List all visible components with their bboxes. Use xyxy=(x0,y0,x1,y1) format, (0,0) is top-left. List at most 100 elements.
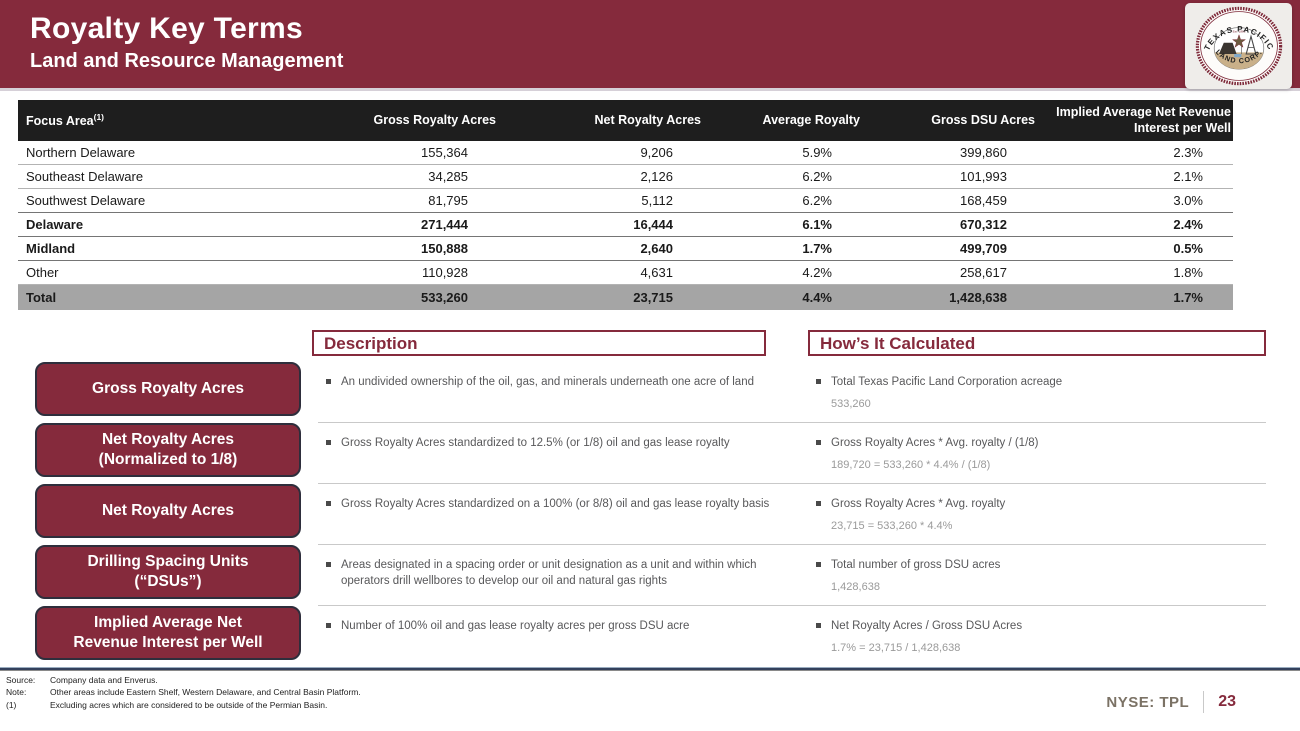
col-header-focus-area: Focus Area(1) xyxy=(18,100,318,141)
cell: 16,444 xyxy=(498,212,703,237)
cell: 2.3% xyxy=(1037,140,1233,165)
term-description: Areas designated in a spacing order or u… xyxy=(341,558,757,587)
term-calculation-value: 189,720 = 533,260 * 4.4% / (1/8) xyxy=(831,458,991,471)
term-calculation-value: 533,260 xyxy=(831,397,871,410)
page-subtitle: Land and Resource Management xyxy=(30,50,344,72)
bullet-icon xyxy=(816,439,821,445)
cell: 81,795 xyxy=(318,188,498,213)
table-header-row: Focus Area(1) Gross Royalty Acres Net Ro… xyxy=(18,100,1233,141)
bullet-icon xyxy=(816,561,821,567)
cell: 4.2% xyxy=(703,260,862,285)
cell: 4,631 xyxy=(498,260,703,285)
bullet-icon xyxy=(326,500,331,506)
cell: 110,928 xyxy=(318,260,498,285)
table-row: Southeast Delaware 34,285 2,126 6.2% 101… xyxy=(18,164,1233,189)
footnotes: Source: Company data and Enverus. Note: … xyxy=(0,671,1300,712)
cell: 168,459 xyxy=(862,188,1037,213)
cell: 399,860 xyxy=(862,140,1037,165)
header-band: Royalty Key Terms Land and Resource Mana… xyxy=(0,0,1300,89)
cell: 3.0% xyxy=(1037,188,1233,213)
term-row-gross-royalty-acres: Gross Royalty Acres An undivided ownersh… xyxy=(0,361,1300,423)
term-description: An undivided ownership of the oil, gas, … xyxy=(341,375,754,388)
bottom-divider xyxy=(0,666,1300,671)
royalty-acreage-table: Focus Area(1) Gross Royalty Acres Net Ro… xyxy=(18,100,1233,310)
cell: 1,428,638 xyxy=(862,284,1037,310)
cell: 670,312 xyxy=(862,212,1037,237)
term-calculation: Gross Royalty Acres * Avg. royalty / (1/… xyxy=(831,436,1039,449)
cell: 1.7% xyxy=(703,236,862,261)
table-row: Northern Delaware 155,364 9,206 5.9% 399… xyxy=(18,140,1233,165)
cell: Midland xyxy=(18,236,318,261)
term-row-net-royalty-acres-normalized: Net Royalty Acres (Normalized to 1/8) Gr… xyxy=(0,422,1300,484)
footnote-marker: (1) xyxy=(93,111,105,122)
cell: 155,364 xyxy=(318,140,498,165)
cell: 6.1% xyxy=(703,212,862,237)
note-text: Company data and Enverus. xyxy=(50,674,158,685)
col-header-gross-royalty-acres: Gross Royalty Acres xyxy=(318,100,498,141)
cell: 6.2% xyxy=(703,164,862,189)
stock-ticker: NYSE: TPL xyxy=(1106,693,1190,711)
cell: 1.8% xyxy=(1037,260,1233,285)
cell: Southeast Delaware xyxy=(18,164,318,189)
term-label-badge: Net Royalty Acres xyxy=(35,483,301,538)
note-text: Other areas include Eastern Shelf, Weste… xyxy=(50,687,361,698)
table-total-row: Total 533,260 23,715 4.4% 1,428,638 1.7% xyxy=(18,284,1233,310)
cell: 150,888 xyxy=(318,236,498,261)
term-description: Number of 100% oil and gas lease royalty… xyxy=(341,619,690,632)
cell: 2,126 xyxy=(498,164,703,189)
term-calculation: Net Royalty Acres / Gross DSU Acres xyxy=(831,619,1023,632)
note-label: Source: xyxy=(6,674,36,685)
company-logo: Est. 1888 TEXAS PACIFIC LAND CORP. xyxy=(1185,3,1292,89)
cell: 101,993 xyxy=(862,164,1037,189)
col-header-net-royalty-acres: Net Royalty Acres xyxy=(498,100,703,141)
general-note: Note: Other areas include Eastern Shelf,… xyxy=(6,686,1300,699)
cell: 9,206 xyxy=(498,140,703,165)
cell: Northern Delaware xyxy=(18,140,318,165)
cell: 533,260 xyxy=(318,284,498,310)
bullet-icon xyxy=(326,622,331,628)
col-header-gross-dsu-acres: Gross DSU Acres xyxy=(862,100,1037,141)
term-description: Gross Royalty Acres standardized to 12.5… xyxy=(341,436,730,449)
description-header: Description xyxy=(312,329,766,356)
cell: 2,640 xyxy=(498,236,703,261)
header-divider xyxy=(0,88,1300,91)
term-row-net-royalty-acres: Net Royalty Acres Gross Royalty Acres st… xyxy=(0,483,1300,545)
bullet-icon xyxy=(326,561,331,567)
cell: 0.5% xyxy=(1037,236,1233,261)
terms-list: Gross Royalty Acres An undivided ownersh… xyxy=(0,361,1300,667)
note-label: Note: xyxy=(6,687,27,698)
term-row-drilling-spacing-units: Drilling Spacing Units (“DSUs”) Areas de… xyxy=(0,544,1300,606)
bullet-icon xyxy=(816,500,821,506)
cell: 5.9% xyxy=(703,140,862,165)
cell: Southwest Delaware xyxy=(18,188,318,213)
bullet-icon xyxy=(326,378,331,384)
bullet-icon xyxy=(816,378,821,384)
col-header-implied-nri: Implied Average Net Revenue Interest per… xyxy=(1037,100,1233,141)
seal-est-text: Est. 1888 xyxy=(1232,29,1245,33)
term-calculation-value: 23,715 = 533,260 * 4.4% xyxy=(831,519,953,532)
cell: 258,617 xyxy=(862,260,1037,285)
col-header-average-royalty: Average Royalty xyxy=(703,100,862,141)
term-label-badge: Gross Royalty Acres xyxy=(35,361,301,416)
cell: 4.4% xyxy=(703,284,862,310)
cell: 2.1% xyxy=(1037,164,1233,189)
calculated-header: How’s It Calculated xyxy=(808,329,1266,356)
term-label-badge: Net Royalty Acres (Normalized to 1/8) xyxy=(35,422,301,477)
table-row: Southwest Delaware 81,795 5,112 6.2% 168… xyxy=(18,188,1233,213)
term-calculation-value: 1.7% = 23,715 / 1,428,638 xyxy=(831,641,961,654)
cell: 34,285 xyxy=(318,164,498,189)
term-calculation: Total Texas Pacific Land Corporation acr… xyxy=(831,375,1063,388)
cell: Delaware xyxy=(18,212,318,237)
ticker-area: NYSE: TPL 23 xyxy=(1106,691,1236,713)
tpl-seal-icon: Est. 1888 TEXAS PACIFIC LAND CORP. xyxy=(1195,6,1282,86)
term-calculation: Gross Royalty Acres * Avg. royalty xyxy=(831,497,1006,510)
term-label-badge: Implied Average Net Revenue Interest per… xyxy=(35,605,301,660)
note-label: (1) xyxy=(6,700,17,710)
term-calculation-value: 1,428,638 xyxy=(831,580,880,593)
term-description: Gross Royalty Acres standardized on a 10… xyxy=(341,497,770,510)
page-title: Royalty Key Terms xyxy=(30,12,303,45)
cell: 5,112 xyxy=(498,188,703,213)
table-row: Other 110,928 4,631 4.2% 258,617 1.8% xyxy=(18,260,1233,285)
ticker-divider xyxy=(1203,691,1205,713)
